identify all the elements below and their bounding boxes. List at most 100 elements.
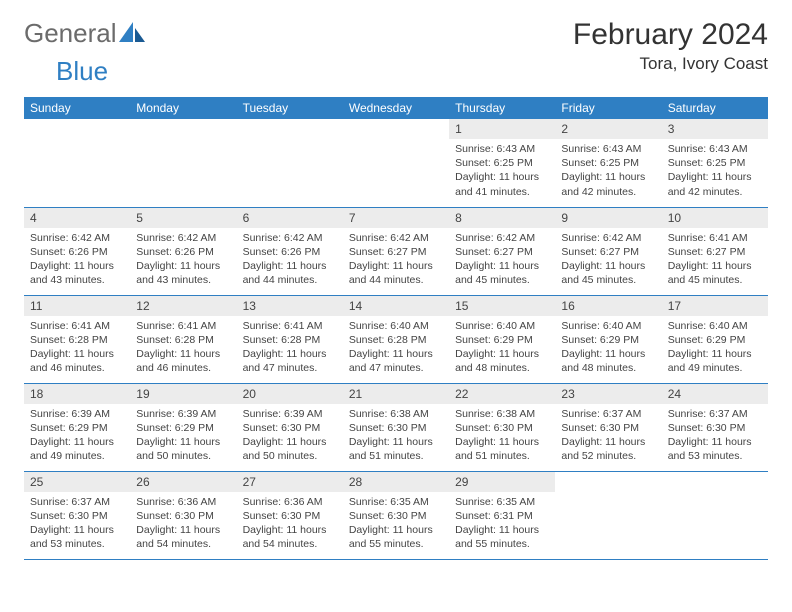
day-number: 4 xyxy=(24,208,130,228)
day-details: Sunrise: 6:41 AMSunset: 6:28 PMDaylight:… xyxy=(237,316,343,382)
day-details: Sunrise: 6:35 AMSunset: 6:31 PMDaylight:… xyxy=(449,492,555,558)
calendar-cell: 27Sunrise: 6:36 AMSunset: 6:30 PMDayligh… xyxy=(237,471,343,559)
day-details: Sunrise: 6:37 AMSunset: 6:30 PMDaylight:… xyxy=(24,492,130,558)
day-details: Sunrise: 6:43 AMSunset: 6:25 PMDaylight:… xyxy=(555,139,661,205)
day-number: 26 xyxy=(130,472,236,492)
day-details: Sunrise: 6:39 AMSunset: 6:30 PMDaylight:… xyxy=(237,404,343,470)
calendar-cell: 1Sunrise: 6:43 AMSunset: 6:25 PMDaylight… xyxy=(449,119,555,207)
day-number: 14 xyxy=(343,296,449,316)
day-details: Sunrise: 6:43 AMSunset: 6:25 PMDaylight:… xyxy=(449,139,555,205)
calendar-cell: 9Sunrise: 6:42 AMSunset: 6:27 PMDaylight… xyxy=(555,207,661,295)
calendar-cell: 12Sunrise: 6:41 AMSunset: 6:28 PMDayligh… xyxy=(130,295,236,383)
day-number: 2 xyxy=(555,119,661,139)
day-details: Sunrise: 6:38 AMSunset: 6:30 PMDaylight:… xyxy=(449,404,555,470)
calendar-cell: 22Sunrise: 6:38 AMSunset: 6:30 PMDayligh… xyxy=(449,383,555,471)
calendar-cell: 20Sunrise: 6:39 AMSunset: 6:30 PMDayligh… xyxy=(237,383,343,471)
calendar-cell: 8Sunrise: 6:42 AMSunset: 6:27 PMDaylight… xyxy=(449,207,555,295)
day-number: 18 xyxy=(24,384,130,404)
calendar-cell xyxy=(555,471,661,559)
calendar-row: 11Sunrise: 6:41 AMSunset: 6:28 PMDayligh… xyxy=(24,295,768,383)
calendar-cell xyxy=(343,119,449,207)
day-number: 8 xyxy=(449,208,555,228)
day-number: 24 xyxy=(662,384,768,404)
day-details: Sunrise: 6:36 AMSunset: 6:30 PMDaylight:… xyxy=(130,492,236,558)
day-details: Sunrise: 6:41 AMSunset: 6:27 PMDaylight:… xyxy=(662,228,768,294)
day-details: Sunrise: 6:40 AMSunset: 6:29 PMDaylight:… xyxy=(555,316,661,382)
day-header: Wednesday xyxy=(343,97,449,119)
day-details: Sunrise: 6:42 AMSunset: 6:26 PMDaylight:… xyxy=(24,228,130,294)
calendar-cell: 5Sunrise: 6:42 AMSunset: 6:26 PMDaylight… xyxy=(130,207,236,295)
calendar-body: 1Sunrise: 6:43 AMSunset: 6:25 PMDaylight… xyxy=(24,119,768,559)
calendar-cell: 19Sunrise: 6:39 AMSunset: 6:29 PMDayligh… xyxy=(130,383,236,471)
day-number: 1 xyxy=(449,119,555,139)
calendar-cell: 13Sunrise: 6:41 AMSunset: 6:28 PMDayligh… xyxy=(237,295,343,383)
calendar-cell xyxy=(130,119,236,207)
calendar-row: 1Sunrise: 6:43 AMSunset: 6:25 PMDaylight… xyxy=(24,119,768,207)
day-number: 9 xyxy=(555,208,661,228)
day-number: 5 xyxy=(130,208,236,228)
day-header: Thursday xyxy=(449,97,555,119)
month-title: February 2024 xyxy=(573,18,768,52)
calendar-cell: 15Sunrise: 6:40 AMSunset: 6:29 PMDayligh… xyxy=(449,295,555,383)
day-header: Friday xyxy=(555,97,661,119)
day-number: 3 xyxy=(662,119,768,139)
day-number: 28 xyxy=(343,472,449,492)
day-number: 12 xyxy=(130,296,236,316)
day-details: Sunrise: 6:42 AMSunset: 6:27 PMDaylight:… xyxy=(343,228,449,294)
day-number: 11 xyxy=(24,296,130,316)
day-details: Sunrise: 6:42 AMSunset: 6:26 PMDaylight:… xyxy=(237,228,343,294)
day-number: 6 xyxy=(237,208,343,228)
logo-sail-icon xyxy=(119,22,145,42)
day-details: Sunrise: 6:39 AMSunset: 6:29 PMDaylight:… xyxy=(130,404,236,470)
day-number: 10 xyxy=(662,208,768,228)
day-header: Sunday xyxy=(24,97,130,119)
calendar-cell: 26Sunrise: 6:36 AMSunset: 6:30 PMDayligh… xyxy=(130,471,236,559)
day-number: 19 xyxy=(130,384,236,404)
day-details: Sunrise: 6:43 AMSunset: 6:25 PMDaylight:… xyxy=(662,139,768,205)
calendar-row: 4Sunrise: 6:42 AMSunset: 6:26 PMDaylight… xyxy=(24,207,768,295)
day-details: Sunrise: 6:41 AMSunset: 6:28 PMDaylight:… xyxy=(24,316,130,382)
calendar-cell: 25Sunrise: 6:37 AMSunset: 6:30 PMDayligh… xyxy=(24,471,130,559)
calendar-cell: 17Sunrise: 6:40 AMSunset: 6:29 PMDayligh… xyxy=(662,295,768,383)
calendar-cell xyxy=(237,119,343,207)
calendar-cell: 7Sunrise: 6:42 AMSunset: 6:27 PMDaylight… xyxy=(343,207,449,295)
day-details: Sunrise: 6:37 AMSunset: 6:30 PMDaylight:… xyxy=(555,404,661,470)
day-details: Sunrise: 6:42 AMSunset: 6:26 PMDaylight:… xyxy=(130,228,236,294)
day-details: Sunrise: 6:40 AMSunset: 6:29 PMDaylight:… xyxy=(662,316,768,382)
day-details: Sunrise: 6:40 AMSunset: 6:29 PMDaylight:… xyxy=(449,316,555,382)
day-details: Sunrise: 6:35 AMSunset: 6:30 PMDaylight:… xyxy=(343,492,449,558)
calendar-cell: 14Sunrise: 6:40 AMSunset: 6:28 PMDayligh… xyxy=(343,295,449,383)
day-header: Saturday xyxy=(662,97,768,119)
day-details: Sunrise: 6:37 AMSunset: 6:30 PMDaylight:… xyxy=(662,404,768,470)
calendar-cell: 4Sunrise: 6:42 AMSunset: 6:26 PMDaylight… xyxy=(24,207,130,295)
day-header: Tuesday xyxy=(237,97,343,119)
calendar-table: SundayMondayTuesdayWednesdayThursdayFrid… xyxy=(24,97,768,560)
calendar-cell: 29Sunrise: 6:35 AMSunset: 6:31 PMDayligh… xyxy=(449,471,555,559)
day-details: Sunrise: 6:42 AMSunset: 6:27 PMDaylight:… xyxy=(449,228,555,294)
day-number: 16 xyxy=(555,296,661,316)
day-header-row: SundayMondayTuesdayWednesdayThursdayFrid… xyxy=(24,97,768,119)
calendar-cell xyxy=(24,119,130,207)
calendar-cell: 2Sunrise: 6:43 AMSunset: 6:25 PMDaylight… xyxy=(555,119,661,207)
calendar-row: 25Sunrise: 6:37 AMSunset: 6:30 PMDayligh… xyxy=(24,471,768,559)
day-number: 23 xyxy=(555,384,661,404)
calendar-cell: 28Sunrise: 6:35 AMSunset: 6:30 PMDayligh… xyxy=(343,471,449,559)
title-block: February 2024 Tora, Ivory Coast xyxy=(573,18,768,74)
day-number: 22 xyxy=(449,384,555,404)
day-details: Sunrise: 6:40 AMSunset: 6:28 PMDaylight:… xyxy=(343,316,449,382)
day-details: Sunrise: 6:41 AMSunset: 6:28 PMDaylight:… xyxy=(130,316,236,382)
day-number: 25 xyxy=(24,472,130,492)
day-details: Sunrise: 6:36 AMSunset: 6:30 PMDaylight:… xyxy=(237,492,343,558)
calendar-cell: 18Sunrise: 6:39 AMSunset: 6:29 PMDayligh… xyxy=(24,383,130,471)
day-number: 13 xyxy=(237,296,343,316)
calendar-cell: 11Sunrise: 6:41 AMSunset: 6:28 PMDayligh… xyxy=(24,295,130,383)
calendar-cell: 21Sunrise: 6:38 AMSunset: 6:30 PMDayligh… xyxy=(343,383,449,471)
calendar-cell: 3Sunrise: 6:43 AMSunset: 6:25 PMDaylight… xyxy=(662,119,768,207)
calendar-cell: 10Sunrise: 6:41 AMSunset: 6:27 PMDayligh… xyxy=(662,207,768,295)
location-label: Tora, Ivory Coast xyxy=(573,54,768,74)
day-number: 17 xyxy=(662,296,768,316)
logo-text-general: General xyxy=(24,18,117,49)
day-details: Sunrise: 6:39 AMSunset: 6:29 PMDaylight:… xyxy=(24,404,130,470)
calendar-row: 18Sunrise: 6:39 AMSunset: 6:29 PMDayligh… xyxy=(24,383,768,471)
day-number: 15 xyxy=(449,296,555,316)
